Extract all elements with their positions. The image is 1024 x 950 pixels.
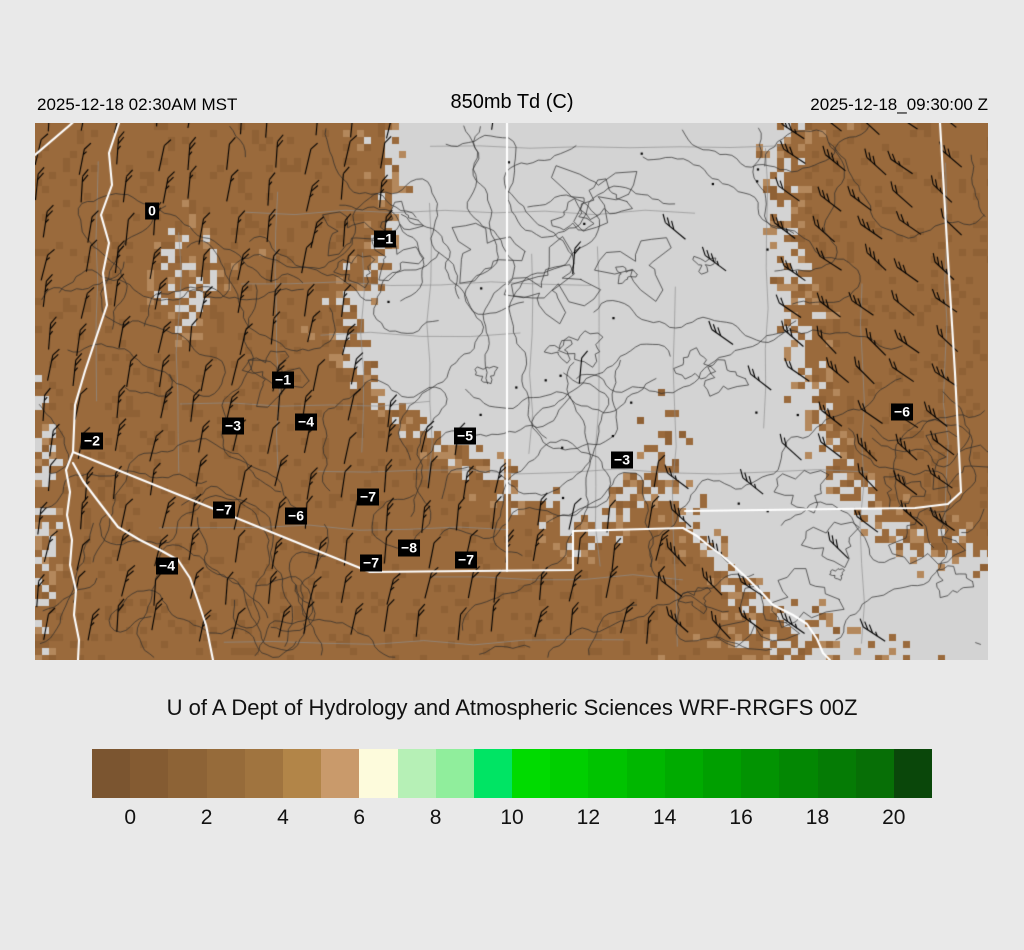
- colorbar-segment: [359, 749, 398, 798]
- contour-label: −3: [611, 451, 633, 469]
- contour-label: −6: [891, 403, 913, 421]
- colorbar-segment: [206, 749, 245, 798]
- contour-label: −4: [156, 557, 178, 575]
- colorbar-segment: [703, 749, 742, 798]
- contour-label: −1: [374, 230, 396, 248]
- colorbar-ticks: 0 2 4 6 8 10 12 14 16 18 20: [0, 806, 1024, 832]
- contour-label: −7: [357, 488, 379, 506]
- page-title: 850mb Td (C): [450, 91, 574, 113]
- colorbar-segment: [855, 749, 894, 798]
- contour-label: −1: [272, 371, 294, 389]
- colorbar-segment: [588, 749, 627, 798]
- colorbar-tick-label: 2: [200, 806, 213, 829]
- contour-label: −6: [285, 507, 307, 525]
- caption: U of A Dept of Hydrology and Atmospheric…: [166, 695, 858, 720]
- colorbar-tick-label: 14: [653, 806, 677, 829]
- contour-label: −8: [398, 539, 420, 557]
- colorbar-tick-label: 4: [277, 806, 289, 829]
- colorbar-tick-label: 8: [429, 806, 442, 829]
- colorbar-tick-label: 20: [882, 806, 906, 829]
- forecast-map: 0 −1 −1 −3 −4 −5 −2 −3 −7 −6 −7 −8 −7 −7 −4 −6: [35, 123, 988, 660]
- contour-label: −7: [455, 551, 477, 569]
- colorbar-tick-label: 12: [576, 806, 601, 829]
- colorbar-tick-label: 18: [805, 806, 830, 829]
- map-canvas: [35, 123, 988, 660]
- colorbar-tick-label: 6: [353, 806, 366, 829]
- colorbar-segment: [512, 749, 551, 798]
- colorbar-segment: [893, 749, 933, 798]
- colorbar-segment: [626, 749, 665, 798]
- contour-label: 0: [145, 202, 159, 220]
- colorbar-segment: [168, 749, 207, 798]
- colorbar-tick-label: 10: [500, 806, 524, 829]
- contour-label: −4: [295, 413, 317, 431]
- colorbar-segment: [282, 749, 322, 798]
- colorbar: [92, 749, 933, 798]
- contour-label: −5: [454, 427, 476, 445]
- valid-local-datetime: 2025-12-18 02:30AM MST: [37, 95, 238, 114]
- valid-utc-datetime: 2025-12-18_09:30:00 Z: [810, 95, 988, 114]
- colorbar-segment: [817, 749, 856, 798]
- contour-label: −3: [222, 417, 244, 435]
- contour-label: −7: [213, 501, 235, 519]
- colorbar-segment: [664, 749, 703, 798]
- colorbar-tick-label: 16: [729, 806, 753, 829]
- colorbar-segment: [244, 749, 283, 798]
- colorbar-segment: [550, 749, 589, 798]
- colorbar-segment: [92, 749, 131, 798]
- colorbar-segment: [130, 749, 169, 798]
- colorbar-segment: [435, 749, 474, 798]
- colorbar-segment: [741, 749, 780, 798]
- contour-label: −2: [81, 432, 103, 450]
- colorbar-segment: [779, 749, 818, 798]
- colorbar-segment: [397, 749, 436, 798]
- colorbar-tick-label: 0: [124, 806, 137, 829]
- colorbar-segment: [473, 749, 513, 798]
- contour-label: −7: [360, 554, 382, 572]
- colorbar-segment: [321, 749, 360, 798]
